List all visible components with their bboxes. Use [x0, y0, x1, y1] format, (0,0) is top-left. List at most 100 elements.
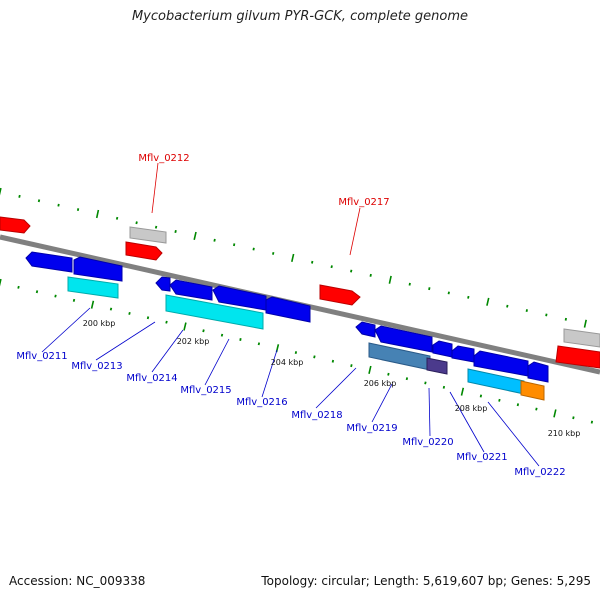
outer-track-tick — [272, 251, 275, 255]
inner-track-tick — [387, 372, 390, 376]
outer-track-tick — [525, 309, 528, 313]
outer-track-tick — [564, 317, 567, 321]
outer-track-tick — [252, 247, 255, 251]
inner-track-tick — [183, 322, 187, 331]
cds-reverse-0211a[interactable] — [25, 251, 73, 273]
inner-track-tick — [239, 338, 242, 341]
inner-track-tick — [17, 285, 20, 289]
inner-track-tick — [220, 333, 224, 337]
inner-tick-track — [0, 278, 594, 424]
outer-track-tick — [486, 297, 490, 306]
inner-track-tick — [128, 311, 131, 315]
inner-track-tick — [590, 420, 594, 424]
label-reverse-4: Mflv_0216 — [236, 397, 287, 408]
outer-track-tick — [369, 273, 372, 277]
cds-reverse-0221[interactable] — [451, 345, 475, 363]
feature-orange-0222[interactable] — [520, 380, 545, 401]
scale-label-1: 202 kbp — [177, 337, 210, 346]
inner-track-tick — [257, 342, 261, 346]
outer-tick-track — [0, 187, 587, 328]
inner-track-tick — [368, 365, 372, 374]
label-reverse-8: Mflv_0221 — [456, 452, 507, 463]
outer-track-tick — [428, 287, 431, 291]
label-reverse-7: Mflv_0220 — [402, 437, 453, 448]
inner-track-tick — [165, 320, 168, 324]
outer-track-tick — [76, 208, 80, 211]
inner-track-tick — [109, 307, 113, 311]
outer-track-tick — [545, 313, 548, 317]
inner-track-tick — [442, 385, 446, 389]
inner-track-tick — [0, 278, 2, 287]
cds-forward-left[interactable] — [0, 216, 31, 234]
inner-track-tick — [424, 381, 427, 385]
inner-track-tick — [90, 300, 95, 309]
outer-track-tick — [37, 199, 41, 203]
cds-forward-0212[interactable] — [125, 241, 163, 261]
feature-grey-2[interactable] — [563, 328, 600, 348]
outer-track-tick — [388, 275, 392, 284]
scale-label-3: 206 kbp — [364, 379, 397, 388]
accession-text: Accession: NC_009338 — [9, 574, 146, 588]
inner-track-tick — [313, 355, 316, 359]
map-title: Mycobacterium gilvum PYR-GCK, complete g… — [131, 9, 469, 24]
outer-track-tick — [135, 221, 138, 225]
label-reverse-3: Mflv_0215 — [180, 385, 231, 396]
inner-track-tick — [350, 364, 353, 368]
outer-track-tick — [115, 216, 119, 220]
feature-cyan-0214[interactable] — [165, 294, 264, 330]
outer-track-tick — [213, 238, 216, 242]
inner-track-tick — [572, 416, 575, 420]
label-reverse-5: Mflv_0218 — [291, 410, 342, 421]
inner-track-tick — [516, 403, 520, 407]
cds-reverse-0219[interactable] — [374, 325, 433, 353]
callout-lines — [41, 162, 540, 467]
inner-track-tick — [553, 409, 557, 418]
label-forward-1: Mflv_0217 — [338, 197, 389, 208]
inner-track-tick — [146, 316, 150, 320]
outer-track-tick — [193, 231, 197, 240]
cds-reverse-0220[interactable] — [432, 340, 453, 358]
feature-grey-1[interactable] — [129, 226, 167, 244]
cds-reverse-0222b[interactable] — [527, 361, 549, 383]
cds-reverse-0216[interactable] — [265, 296, 311, 323]
outer-track-tick — [408, 282, 411, 286]
inner-track-tick — [535, 407, 538, 411]
label-reverse-9: Mflv_0222 — [514, 467, 565, 478]
outer-track-tick — [330, 265, 333, 269]
label-reverse-6: Mflv_0219 — [346, 423, 397, 434]
feature-cyan-0211[interactable] — [67, 276, 119, 299]
inner-track-tick — [54, 294, 57, 298]
scale-label-0: 200 kbp — [83, 319, 116, 328]
inner-track-tick — [405, 377, 409, 381]
cds-reverse-0214[interactable] — [169, 279, 213, 301]
outer-track-tick — [583, 319, 587, 328]
outer-track-tick — [95, 209, 100, 219]
cds-forward-0217[interactable] — [319, 284, 361, 306]
outer-track-tick — [0, 187, 2, 196]
outer-track-tick — [18, 194, 21, 198]
cds-reverse-0213[interactable] — [155, 276, 171, 292]
outer-track-tick — [467, 295, 470, 299]
outer-track-tick — [233, 243, 236, 247]
label-reverse-1: Mflv_0213 — [71, 361, 122, 372]
outer-track-tick — [506, 304, 509, 308]
inner-track-tick — [294, 351, 298, 355]
feature-purple-0220[interactable] — [426, 357, 448, 375]
scale-label-2: 204 kbp — [271, 358, 304, 367]
inner-track-tick — [72, 298, 76, 302]
cds-reverse-0211b[interactable] — [73, 256, 123, 282]
outer-track-tick — [174, 229, 177, 234]
cds-reverse-0218[interactable] — [355, 321, 376, 338]
scale-label-5: 210 kbp — [548, 429, 581, 438]
label-reverse-2: Mflv_0214 — [126, 373, 177, 384]
outer-track-tick — [291, 253, 295, 262]
outer-track-tick — [350, 269, 353, 273]
inner-track-tick — [35, 290, 39, 294]
inner-track-tick — [202, 329, 205, 333]
inner-track-tick — [479, 394, 483, 398]
cds-forward-right[interactable] — [555, 345, 600, 369]
label-reverse-0: Mflv_0211 — [16, 351, 67, 362]
inner-track-tick — [331, 359, 335, 363]
label-forward-0: Mflv_0212 — [138, 153, 189, 164]
